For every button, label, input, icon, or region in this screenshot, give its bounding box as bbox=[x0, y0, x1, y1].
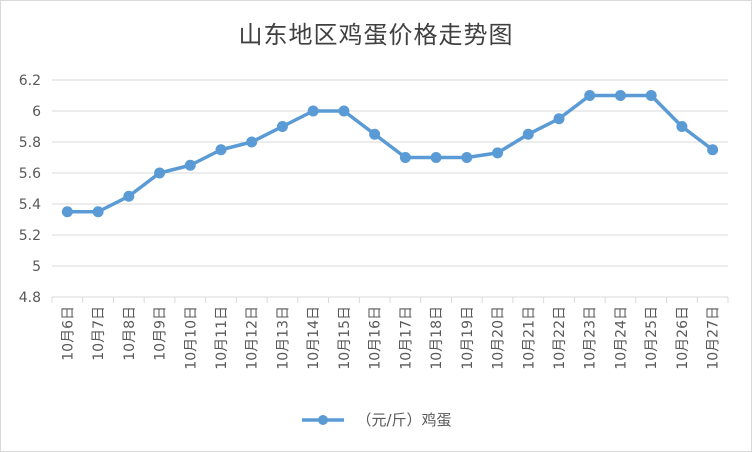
x-tick-label: 10月19日 bbox=[460, 306, 476, 370]
x-tick-label: 10月23日 bbox=[583, 306, 599, 370]
series-line bbox=[65, 93, 715, 214]
y-tick-label: 5.6 bbox=[19, 166, 41, 182]
data-point bbox=[61, 206, 73, 218]
y-tick-label: 6 bbox=[32, 104, 41, 120]
chart-title: 山东地区鸡蛋价格走势图 bbox=[238, 21, 514, 49]
data-point bbox=[123, 190, 135, 202]
y-tick-label: 5.2 bbox=[19, 228, 41, 244]
data-point bbox=[430, 152, 442, 163]
data-point bbox=[614, 90, 626, 101]
x-tick-label: 10月25日 bbox=[644, 306, 660, 370]
legend: （元/斤）鸡蛋 bbox=[1, 409, 751, 430]
data-point bbox=[553, 113, 565, 125]
legend-label: （元/斤）鸡蛋 bbox=[356, 411, 452, 429]
x-tick-label: 10月15日 bbox=[337, 306, 353, 370]
data-point bbox=[399, 152, 411, 163]
data-point bbox=[276, 121, 288, 132]
data-point bbox=[246, 136, 258, 148]
x-tick-label: 10月7日 bbox=[91, 306, 107, 361]
x-tick-label: 10月14日 bbox=[306, 306, 322, 370]
data-point bbox=[338, 105, 350, 117]
data-point bbox=[492, 147, 504, 159]
x-tick-label: 10月8日 bbox=[122, 306, 138, 361]
x-tick-label: 10月17日 bbox=[398, 306, 414, 370]
y-tick-label: 5.8 bbox=[19, 135, 41, 151]
data-point bbox=[215, 144, 227, 156]
data-point bbox=[522, 128, 534, 140]
x-tick-label: 10月16日 bbox=[368, 306, 384, 370]
data-point bbox=[92, 206, 104, 218]
x-tick-label: 10月24日 bbox=[613, 306, 629, 370]
data-point bbox=[645, 90, 657, 101]
x-tick-label: 10月21日 bbox=[521, 306, 537, 370]
x-tick-label: 10月26日 bbox=[675, 306, 691, 370]
line-chart: 4.8 5 5.2 5.4 5.6 5.8 6 6.2 10月6日 10月7日 10月8日 10月9日… bbox=[19, 73, 729, 370]
x-tick-label: 10月11日 bbox=[214, 306, 230, 370]
y-tick-label: 5.4 bbox=[19, 197, 41, 213]
data-point bbox=[584, 90, 596, 101]
data-point bbox=[707, 144, 719, 156]
x-tick-label: 10月9日 bbox=[153, 306, 169, 361]
data-point bbox=[307, 105, 319, 117]
data-point bbox=[676, 121, 688, 132]
data-point bbox=[154, 167, 166, 179]
x-tick-label: 10月6日 bbox=[60, 306, 76, 361]
y-tick-label: 6.2 bbox=[19, 73, 41, 89]
y-tick-label: 5 bbox=[32, 259, 41, 275]
x-tick-label: 10月20日 bbox=[491, 306, 507, 370]
data-point bbox=[461, 152, 473, 163]
x-tick-label: 10月12日 bbox=[245, 306, 261, 370]
x-tick-label: 10月18日 bbox=[429, 306, 445, 370]
x-tick-label: 10月27日 bbox=[706, 306, 722, 370]
data-point bbox=[184, 159, 196, 171]
legend-line-marker bbox=[302, 414, 345, 425]
x-tick-label: 10月22日 bbox=[552, 306, 568, 370]
x-tick-label: 10月13日 bbox=[275, 306, 291, 370]
data-point bbox=[369, 128, 381, 140]
y-tick-label: 4.8 bbox=[19, 290, 41, 306]
x-tick-label: 10月10日 bbox=[183, 306, 199, 370]
